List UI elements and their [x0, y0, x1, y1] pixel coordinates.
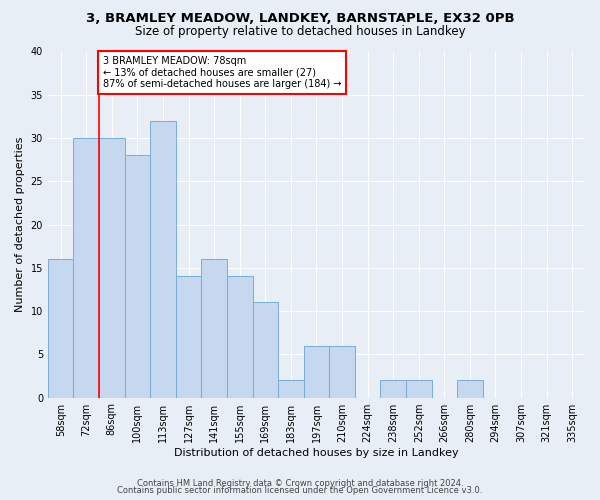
Y-axis label: Number of detached properties: Number of detached properties: [15, 137, 25, 312]
Text: Contains public sector information licensed under the Open Government Licence v3: Contains public sector information licen…: [118, 486, 482, 495]
Bar: [278, 380, 304, 398]
Bar: [329, 346, 355, 398]
Bar: [406, 380, 431, 398]
Bar: [73, 138, 99, 398]
Text: Size of property relative to detached houses in Landkey: Size of property relative to detached ho…: [134, 25, 466, 38]
Bar: [202, 259, 227, 398]
Text: Contains HM Land Registry data © Crown copyright and database right 2024.: Contains HM Land Registry data © Crown c…: [137, 478, 463, 488]
Bar: [150, 120, 176, 398]
Text: 3, BRAMLEY MEADOW, LANDKEY, BARNSTAPLE, EX32 0PB: 3, BRAMLEY MEADOW, LANDKEY, BARNSTAPLE, …: [86, 12, 514, 26]
Bar: [176, 276, 202, 398]
Bar: [253, 302, 278, 398]
Text: 3 BRAMLEY MEADOW: 78sqm
← 13% of detached houses are smaller (27)
87% of semi-de: 3 BRAMLEY MEADOW: 78sqm ← 13% of detache…: [103, 56, 341, 89]
Bar: [457, 380, 482, 398]
Bar: [304, 346, 329, 398]
Bar: [380, 380, 406, 398]
Bar: [99, 138, 125, 398]
Bar: [227, 276, 253, 398]
X-axis label: Distribution of detached houses by size in Landkey: Distribution of detached houses by size …: [174, 448, 459, 458]
Bar: [48, 259, 73, 398]
Bar: [125, 156, 150, 398]
